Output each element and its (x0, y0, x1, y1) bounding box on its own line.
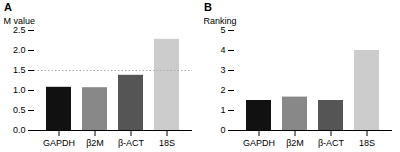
svg-text:β2M: β2M (286, 138, 304, 148)
svg-text:18S: 18S (359, 138, 375, 148)
svg-text:β2M: β2M (86, 138, 104, 148)
svg-text:β-ACT: β-ACT (318, 138, 345, 148)
svg-text:GAPDH: GAPDH (243, 138, 275, 148)
svg-text:2.5: 2.5 (13, 25, 26, 35)
svg-text:2.0: 2.0 (13, 45, 26, 55)
svg-text:Ranking: Ranking (204, 16, 237, 26)
svg-text:18S: 18S (159, 138, 175, 148)
svg-text:0: 0 (220, 125, 225, 135)
svg-text:M value: M value (4, 16, 36, 26)
html-text:A: A (4, 1, 12, 13)
svg-text:5: 5 (220, 25, 225, 35)
svg-text:4: 4 (220, 45, 225, 55)
svg-text:1.5: 1.5 (13, 65, 26, 75)
svg-text:1.0: 1.0 (13, 85, 26, 95)
svg-text:1: 1 (220, 105, 225, 115)
svg-text:GAPDH: GAPDH (43, 138, 75, 148)
svg-text:3: 3 (220, 65, 225, 75)
html-text:B: B (204, 1, 212, 13)
svg-text:0.0: 0.0 (13, 125, 26, 135)
svg-text:0.5: 0.5 (13, 105, 26, 115)
svg-text:2: 2 (220, 85, 225, 95)
svg-text:β-ACT: β-ACT (118, 138, 145, 148)
